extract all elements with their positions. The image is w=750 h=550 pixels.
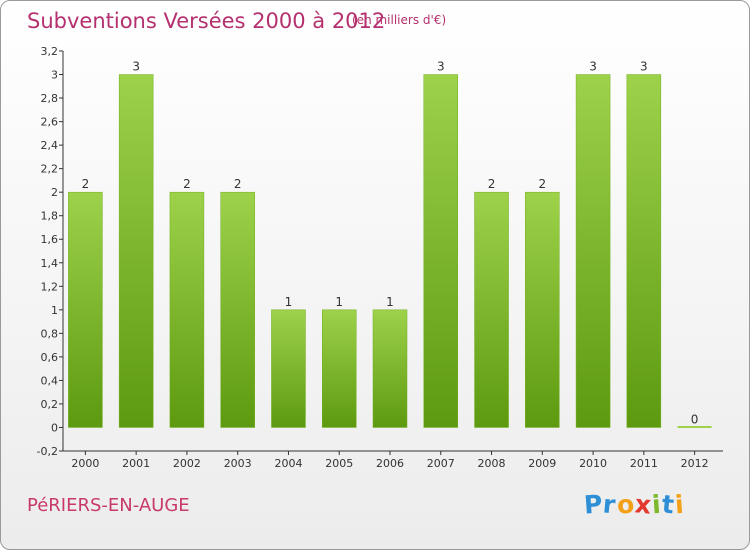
bar-2004 — [271, 309, 306, 428]
bar-2003 — [220, 191, 255, 428]
logo-letter: o — [615, 489, 636, 520]
data-label-2003: 2 — [234, 177, 242, 191]
y-tick-label: -0,2 — [37, 445, 58, 458]
data-label-2000: 2 — [82, 177, 90, 191]
data-label-2001: 3 — [132, 60, 140, 74]
x-tick-label: 2006 — [376, 457, 404, 470]
proxiti-logo[interactable]: Proxiti — [583, 489, 686, 520]
y-tick-label: 2,4 — [41, 139, 59, 152]
data-label-2005: 1 — [335, 295, 343, 309]
y-tick-label: 0 — [51, 421, 58, 434]
place-name: PéRIERS-EN-AUGE — [27, 495, 190, 516]
data-label-2007: 3 — [437, 60, 445, 74]
x-tick-label: 2007 — [427, 457, 455, 470]
x-tick-label: 2001 — [122, 457, 150, 470]
bar-2006 — [372, 309, 408, 428]
y-tick-label: 0,2 — [41, 398, 59, 411]
y-tick-label: 2,8 — [41, 92, 59, 105]
y-tick-label: 2,6 — [41, 116, 59, 129]
y-tick-label: 0,4 — [41, 374, 59, 387]
y-tick-label: 0,8 — [41, 327, 59, 340]
bar-2001 — [118, 74, 154, 428]
x-tick-label: 2008 — [478, 457, 506, 470]
bar-2007 — [423, 74, 459, 428]
bar-2012 — [677, 425, 712, 428]
y-tick-label: 3 — [51, 69, 58, 82]
y-tick-label: 1,6 — [41, 233, 59, 246]
bar-2011 — [626, 74, 662, 428]
y-tick-label: 2 — [51, 186, 58, 199]
data-label-2006: 1 — [386, 295, 394, 309]
data-label-2009: 2 — [538, 177, 546, 191]
y-tick-label: 1,2 — [41, 280, 59, 293]
x-tick-label: 2011 — [630, 457, 658, 470]
x-tick-label: 2010 — [579, 457, 607, 470]
y-tick-label: 1 — [51, 304, 58, 317]
chart-title: Subventions Versées 2000 à 2012 — [27, 9, 386, 33]
data-label-2010: 3 — [589, 60, 597, 74]
bar-2009 — [525, 191, 560, 428]
x-tick-label: 2012 — [681, 457, 709, 470]
x-tick-label: 2009 — [528, 457, 556, 470]
bar-2008 — [474, 191, 509, 428]
data-label-2012: 0 — [691, 412, 699, 426]
x-tick-label: 2002 — [173, 457, 201, 470]
y-tick-label: 2,2 — [41, 163, 59, 176]
bar-2000 — [68, 191, 103, 428]
x-tick-label: 2005 — [325, 457, 353, 470]
data-label-2002: 2 — [183, 177, 191, 191]
chart-subtitle: (en milliers d'€) — [352, 13, 447, 27]
bar-2005 — [321, 309, 357, 428]
logo-letter: i — [673, 489, 686, 520]
y-tick-label: 1,8 — [41, 210, 59, 223]
data-label-2008: 2 — [488, 177, 496, 191]
chart-bars: 2 3 2 2 1 1 1 3 2 2 3 3 0 — [68, 60, 712, 428]
y-tick-label: 3,2 — [41, 45, 59, 58]
bar-2002 — [169, 191, 205, 428]
x-tick-label: 2003 — [224, 457, 252, 470]
data-label-2004: 1 — [285, 295, 293, 309]
y-tick-label: 1,4 — [41, 257, 59, 270]
y-tick-label: 0,6 — [41, 351, 59, 364]
x-tick-label: 2000 — [71, 457, 99, 470]
data-label-2011: 3 — [640, 60, 648, 74]
chart-axes: -0,2 0 0,2 0,4 0,6 0,8 1 1,2 1,4 1,6 1,8 2 2,2 2,4 2,6… — [37, 45, 723, 470]
x-tick-label: 2004 — [274, 457, 302, 470]
bar-2010 — [575, 74, 611, 428]
